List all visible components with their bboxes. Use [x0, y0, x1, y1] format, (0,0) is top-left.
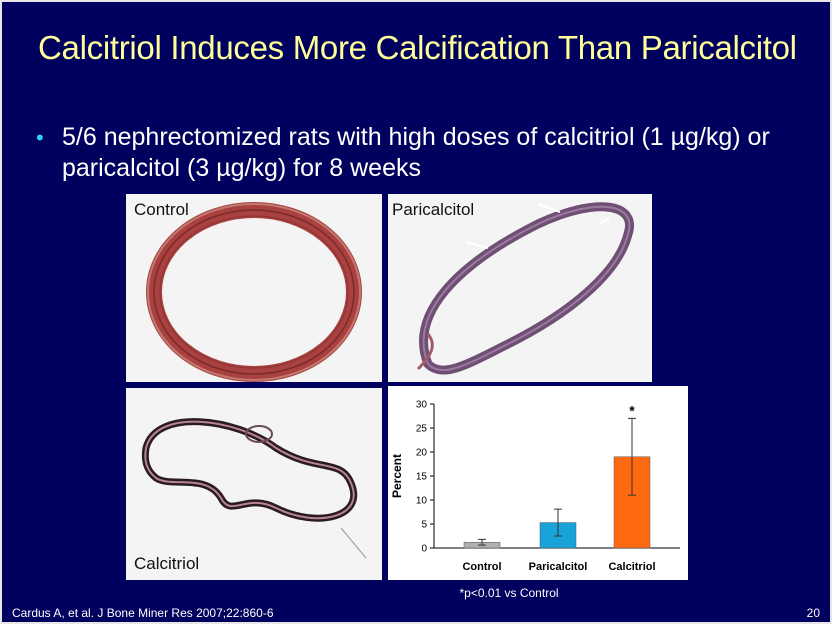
paricalcitol-micrograph: Paricalcitol — [388, 194, 652, 382]
y-tick-label: 25 — [416, 424, 428, 435]
y-tick-label: 0 — [421, 544, 427, 555]
calcification-chart: 0 5 10 15 20 25 30 Percent Control Paricalcitol * C… — [388, 386, 688, 580]
control-micrograph: Control — [126, 194, 382, 382]
y-tick-label: 5 — [421, 520, 427, 531]
calcitriol-vessel-image — [141, 418, 367, 559]
x-tick-label: Control — [462, 561, 501, 573]
control-label: Control — [134, 200, 189, 219]
significance-marker: * — [629, 402, 635, 418]
bullet-text: 5/6 nephrectomized rats with high doses … — [62, 123, 770, 182]
paricalcitol-label: Paricalcitol — [392, 200, 475, 219]
y-axis-label: Percent — [390, 454, 404, 498]
arrow-icon — [465, 241, 489, 249]
calcitriol-micrograph: Calcitriol — [126, 388, 382, 580]
bullet-dot-icon: • — [36, 125, 44, 150]
arrow-icon — [599, 217, 611, 225]
significance-footnote: *p<0.01 vs Control — [459, 586, 559, 600]
y-tick-label: 30 — [416, 400, 428, 411]
y-tick-label: 10 — [416, 496, 428, 507]
calcitriol-label: Calcitriol — [134, 554, 200, 573]
y-tick-label: 15 — [416, 472, 428, 483]
calcification-chart-svg: 0 5 10 15 20 25 30 Percent Control Paricalcitol * C… — [390, 400, 680, 573]
control-vessel-image — [146, 202, 362, 382]
y-tick-label: 20 — [416, 448, 428, 459]
slide-title: Calcitriol Induces More Calcification Th… — [38, 29, 797, 66]
arrow-icon — [537, 203, 561, 213]
x-tick-label: Paricalcitol — [529, 561, 588, 573]
citation: Cardus A, et al. J Bone Miner Res 2007;2… — [12, 606, 274, 620]
x-tick-label: Calcitriol — [608, 561, 655, 573]
page-number: 20 — [806, 606, 820, 620]
paricalcitol-vessel-image — [416, 202, 634, 375]
